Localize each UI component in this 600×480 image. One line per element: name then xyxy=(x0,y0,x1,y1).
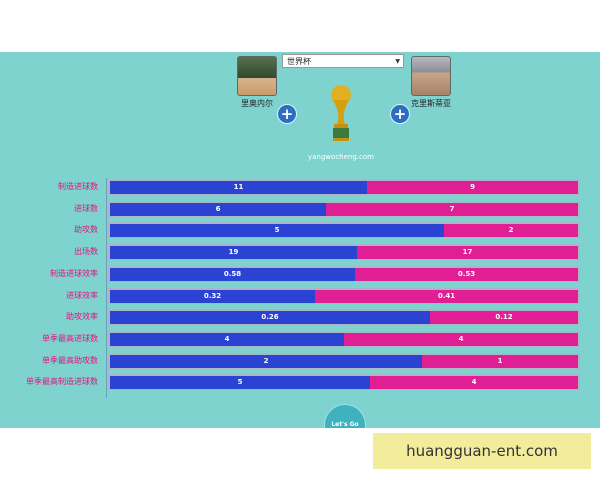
stat-bar-left xyxy=(110,224,444,238)
stat-bar-left xyxy=(110,289,315,303)
stat-value-right: 2 xyxy=(508,226,514,235)
stat-value-left: 2 xyxy=(263,356,269,365)
stat-value-right: 0.12 xyxy=(495,313,513,322)
stat-row: 制造进球数 11 9 xyxy=(0,176,600,198)
player-left-name: 里奥内尔 xyxy=(241,99,273,108)
stat-value-right: 4 xyxy=(471,378,477,387)
stat-value-right: 7 xyxy=(449,204,455,213)
axis-line xyxy=(106,178,107,398)
player-left-photo[interactable] xyxy=(237,56,277,96)
stat-value-right: 0.41 xyxy=(437,291,456,300)
player-right-name: 克里斯蒂亚 xyxy=(411,99,451,108)
tournament-select[interactable]: 世界杯 ▼ xyxy=(282,54,404,68)
stat-label: 进球数 xyxy=(74,203,98,213)
stat-bar-left xyxy=(110,181,367,194)
stat-bar-right xyxy=(315,289,578,303)
stat-value-left: 0.26 xyxy=(261,313,279,322)
watermark: huangguan-ent.com xyxy=(373,433,591,469)
stat-value-left: 4 xyxy=(224,334,230,343)
stat-label: 单季最高进球数 xyxy=(42,333,98,343)
stat-bar-left xyxy=(110,354,422,368)
site-url: yangwocheng.com xyxy=(308,153,374,161)
stat-value-right: 17 xyxy=(462,248,473,257)
stat-row: 进球效率 0.32 0.41 xyxy=(0,285,600,307)
stat-bar-left xyxy=(110,202,326,216)
stat-value-left: 6 xyxy=(215,204,221,213)
stat-bar-right xyxy=(344,332,578,346)
stat-bar-left xyxy=(110,311,430,325)
comparison-panel: 里奥内尔 世界杯 ▼ 克里斯蒂亚 + + yangwocheng.com 制造进… xyxy=(0,52,600,428)
stat-value-left: 5 xyxy=(237,378,243,387)
stat-bar-right xyxy=(367,181,578,194)
player-right-card[interactable]: 克里斯蒂亚 xyxy=(404,56,458,109)
chevron-down-icon: ▼ xyxy=(395,58,400,65)
stat-bar-right xyxy=(422,354,578,368)
stat-value-right: 1 xyxy=(497,356,503,365)
stat-label: 助攻效率 xyxy=(66,312,98,322)
stat-label: 出场数 xyxy=(74,247,98,257)
stat-value-left: 0.32 xyxy=(203,291,222,300)
stat-label: 制造进球效率 xyxy=(50,268,98,278)
stat-label: 单季最高助攻数 xyxy=(42,355,98,365)
trophy-icon xyxy=(331,85,351,141)
stat-bar-right xyxy=(357,246,578,260)
stat-row: 单季最高进球数 4 4 xyxy=(0,328,600,350)
stat-bar-left xyxy=(110,267,355,281)
stat-label: 进球效率 xyxy=(66,290,98,300)
add-player-right-button[interactable]: + xyxy=(390,104,410,124)
player-left-card[interactable]: 里奥内尔 xyxy=(230,56,284,109)
stat-row: 制造进球效率 0.58 0.53 xyxy=(0,263,600,285)
stat-row: 助攻效率 0.26 0.12 xyxy=(0,306,600,328)
stat-row: 出场数 19 17 xyxy=(0,241,600,263)
stat-row: 单季最高助攻数 2 1 xyxy=(0,350,600,372)
stat-bar-right xyxy=(370,376,578,390)
stat-value-left: 5 xyxy=(274,226,280,235)
stat-row: 助攻数 5 2 xyxy=(0,219,600,241)
stat-bar-right xyxy=(326,202,578,216)
stat-bar-left xyxy=(110,246,357,260)
stat-value-left: 0.58 xyxy=(223,269,242,278)
stat-value-right: 9 xyxy=(470,183,475,191)
stat-label: 制造进球数 xyxy=(58,182,98,191)
stat-row: 进球数 6 7 xyxy=(0,198,600,220)
stat-bar-left xyxy=(110,332,344,346)
stat-label: 助攻数 xyxy=(74,225,98,235)
stat-label: 单季最高制造进球数 xyxy=(26,377,98,387)
stat-bar-right xyxy=(355,267,578,281)
stat-bar-right xyxy=(430,311,578,325)
stat-value-right: 0.53 xyxy=(457,269,476,278)
lets-go-button[interactable]: Let's Go xyxy=(324,404,366,428)
stat-value-left: 11 xyxy=(233,183,244,191)
stat-bar-left xyxy=(110,376,370,390)
stat-row: 单季最高制造进球数 5 4 xyxy=(0,371,600,393)
stat-bar-right xyxy=(444,224,578,238)
stat-value-right: 4 xyxy=(458,334,464,343)
player-right-photo[interactable] xyxy=(411,56,451,96)
add-player-left-button[interactable]: + xyxy=(277,104,297,124)
stat-value-left: 19 xyxy=(228,248,239,257)
tournament-selected-value: 世界杯 xyxy=(287,57,311,66)
